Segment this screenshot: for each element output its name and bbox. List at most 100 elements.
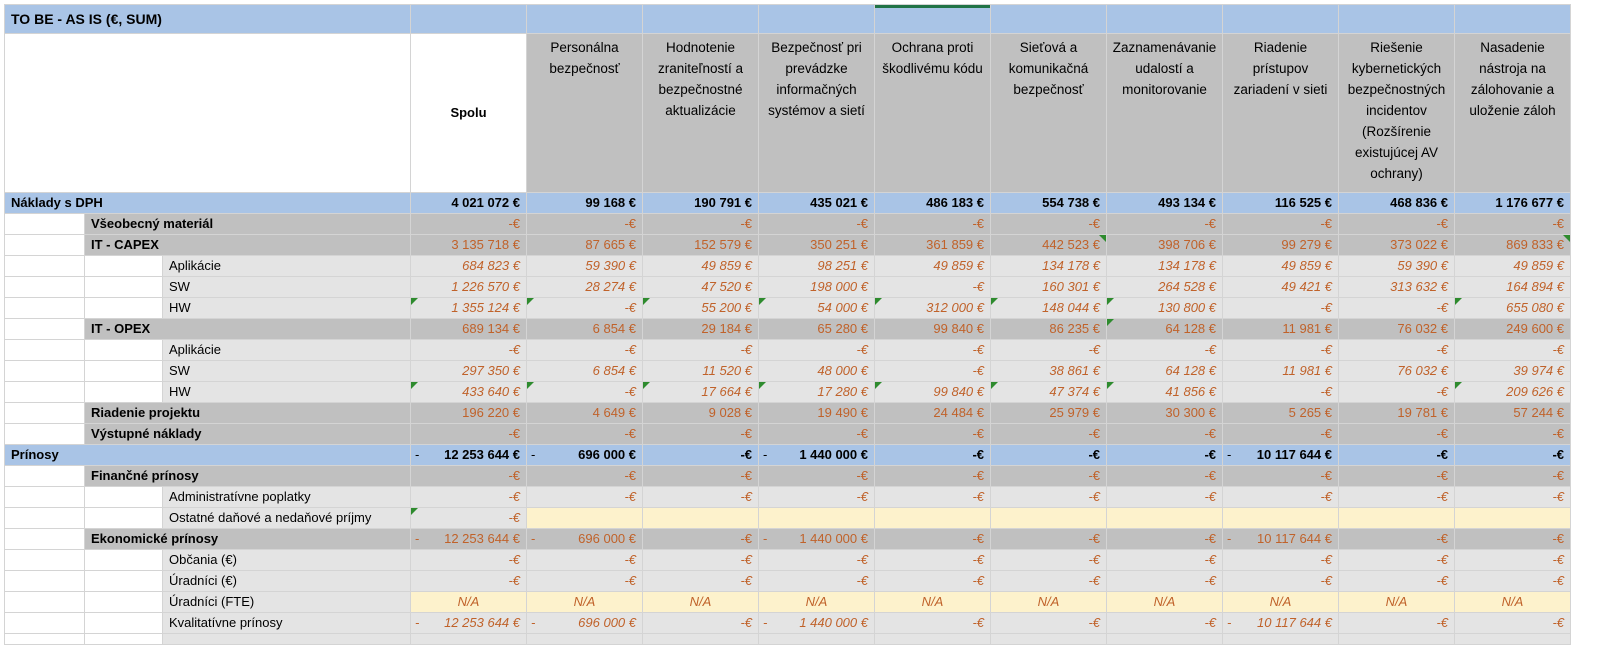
empty-cell[interactable] (162, 633, 411, 645)
value-cell[interactable]: -€ (1454, 423, 1571, 445)
value-cell[interactable]: 4 021 072 € (410, 192, 527, 214)
empty-input-cell[interactable] (874, 507, 991, 529)
value-cell[interactable]: -€ (1454, 486, 1571, 508)
value-cell[interactable]: -€ (1454, 213, 1571, 235)
empty-cell[interactable] (84, 339, 163, 361)
value-cell[interactable]: -€ (874, 276, 991, 298)
empty-cell[interactable] (84, 507, 163, 529)
empty-cell[interactable] (84, 276, 163, 298)
empty-cell[interactable] (4, 297, 85, 319)
empty-cell[interactable] (4, 318, 85, 340)
value-cell[interactable]: 6 854 € (526, 360, 643, 382)
value-cell[interactable]: -€ (990, 570, 1107, 592)
value-cell[interactable]: -€ (642, 213, 759, 235)
empty-cell[interactable] (4, 423, 85, 445)
value-cell[interactable]: 11 981 € (1222, 318, 1339, 340)
column-header[interactable]: Ochrana proti škodlivému kódu (874, 33, 991, 193)
value-cell[interactable]: 49 859 € (1222, 255, 1339, 277)
value-cell[interactable]: 160 301 € (990, 276, 1107, 298)
row-label[interactable]: Prínosy (4, 444, 411, 466)
value-cell[interactable]: -€ (1338, 528, 1455, 550)
value-cell[interactable]: 130 800 € (1106, 297, 1223, 319)
value-cell[interactable]: -€ (874, 213, 991, 235)
header-blank-cell[interactable] (4, 33, 411, 193)
value-cell[interactable]: -€ (1106, 213, 1223, 235)
value-cell[interactable]: 64 128 € (1106, 318, 1223, 340)
value-cell[interactable]: 17 280 € (758, 381, 875, 403)
row-label[interactable]: Ekonomické prínosy (84, 528, 411, 550)
empty-cell[interactable] (4, 255, 85, 277)
value-cell[interactable]: -€ (1454, 549, 1571, 571)
empty-cell[interactable] (4, 381, 85, 403)
value-cell[interactable]: -€ (990, 444, 1107, 466)
value-cell[interactable]: 11 520 € (642, 360, 759, 382)
value-cell[interactable]: 48 000 € (758, 360, 875, 382)
value-cell[interactable]: -€ (990, 528, 1107, 550)
value-cell[interactable]: -€ (990, 339, 1107, 361)
empty-cell[interactable] (4, 507, 85, 529)
value-cell[interactable]: 64 128 € (1106, 360, 1223, 382)
value-cell[interactable]: 198 000 € (758, 276, 875, 298)
value-cell[interactable]: -€ (758, 570, 875, 592)
value-cell[interactable]: 1 226 570 € (410, 276, 527, 298)
value-cell[interactable]: -€ (526, 381, 643, 403)
empty-cell[interactable] (4, 276, 85, 298)
value-cell[interactable]: 152 579 € (642, 234, 759, 256)
value-cell[interactable]: -€ (874, 360, 991, 382)
title-filler[interactable] (1338, 4, 1455, 34)
value-cell[interactable]: -€ (526, 297, 643, 319)
empty-input-cell[interactable] (526, 507, 643, 529)
row-label[interactable]: IT - CAPEX (84, 234, 411, 256)
row-label[interactable]: Výstupné náklady (84, 423, 411, 445)
empty-cell[interactable] (4, 570, 85, 592)
value-cell[interactable]: 10 117 644 € - (1222, 528, 1339, 550)
row-label[interactable]: Aplikácie (162, 255, 411, 277)
empty-input-cell[interactable] (990, 507, 1107, 529)
value-cell[interactable]: -€ (1454, 528, 1571, 550)
empty-cell[interactable] (4, 591, 85, 613)
empty-cell[interactable] (84, 633, 163, 645)
value-cell[interactable]: 19 781 € (1338, 402, 1455, 424)
value-cell[interactable]: 87 665 € (526, 234, 643, 256)
empty-input-cell[interactable] (758, 507, 875, 529)
column-header[interactable]: Riadenie prístupov zariadení v sieti (1222, 33, 1339, 193)
value-cell[interactable]: -€ (1454, 339, 1571, 361)
value-cell[interactable]: -€ (642, 549, 759, 571)
value-cell[interactable]: 10 117 644 € - (1222, 444, 1339, 466)
empty-cell[interactable] (4, 465, 85, 487)
value-cell[interactable]: -€ (642, 570, 759, 592)
value-cell[interactable]: -€ (526, 486, 643, 508)
value-cell[interactable]: 19 490 € (758, 402, 875, 424)
column-header[interactable]: Riešenie kybernetických bezpečnostných i… (1338, 33, 1455, 193)
value-cell[interactable]: -€ (758, 339, 875, 361)
value-cell[interactable]: 361 859 € (874, 234, 991, 256)
value-cell[interactable]: -€ (1338, 213, 1455, 235)
value-cell[interactable]: 249 600 € (1454, 318, 1571, 340)
value-cell[interactable]: 9 028 € (642, 402, 759, 424)
empty-cell[interactable] (4, 549, 85, 571)
value-cell[interactable]: -€ (410, 486, 527, 508)
value-cell[interactable]: 312 000 € (874, 297, 991, 319)
value-cell[interactable]: -€ (874, 612, 991, 634)
value-cell[interactable]: 49 859 € (874, 255, 991, 277)
value-cell[interactable]: -€ (874, 528, 991, 550)
value-cell[interactable]: -€ (410, 465, 527, 487)
row-label[interactable]: Ostatné daňové a nedaňové príjmy (162, 507, 411, 529)
value-cell[interactable]: 99 840 € (874, 381, 991, 403)
column-header[interactable]: Bezpečnosť pri prevádzke informačných sy… (758, 33, 875, 193)
empty-cell[interactable] (84, 360, 163, 382)
value-cell[interactable]: -€ (1106, 444, 1223, 466)
value-cell[interactable]: 57 244 € (1454, 402, 1571, 424)
value-cell[interactable]: 3 135 718 € (410, 234, 527, 256)
value-cell[interactable]: -€ (526, 570, 643, 592)
value-cell[interactable]: 486 183 € (874, 192, 991, 214)
value-cell[interactable]: -€ (874, 465, 991, 487)
value-cell[interactable]: -€ (526, 213, 643, 235)
empty-cell[interactable] (1106, 633, 1223, 645)
empty-input-cell[interactable] (1338, 507, 1455, 529)
value-cell[interactable]: -€ (1338, 297, 1455, 319)
value-cell[interactable]: -€ (1222, 486, 1339, 508)
value-cell[interactable]: -€ (642, 486, 759, 508)
empty-cell[interactable] (4, 213, 85, 235)
value-cell[interactable]: 684 823 € (410, 255, 527, 277)
